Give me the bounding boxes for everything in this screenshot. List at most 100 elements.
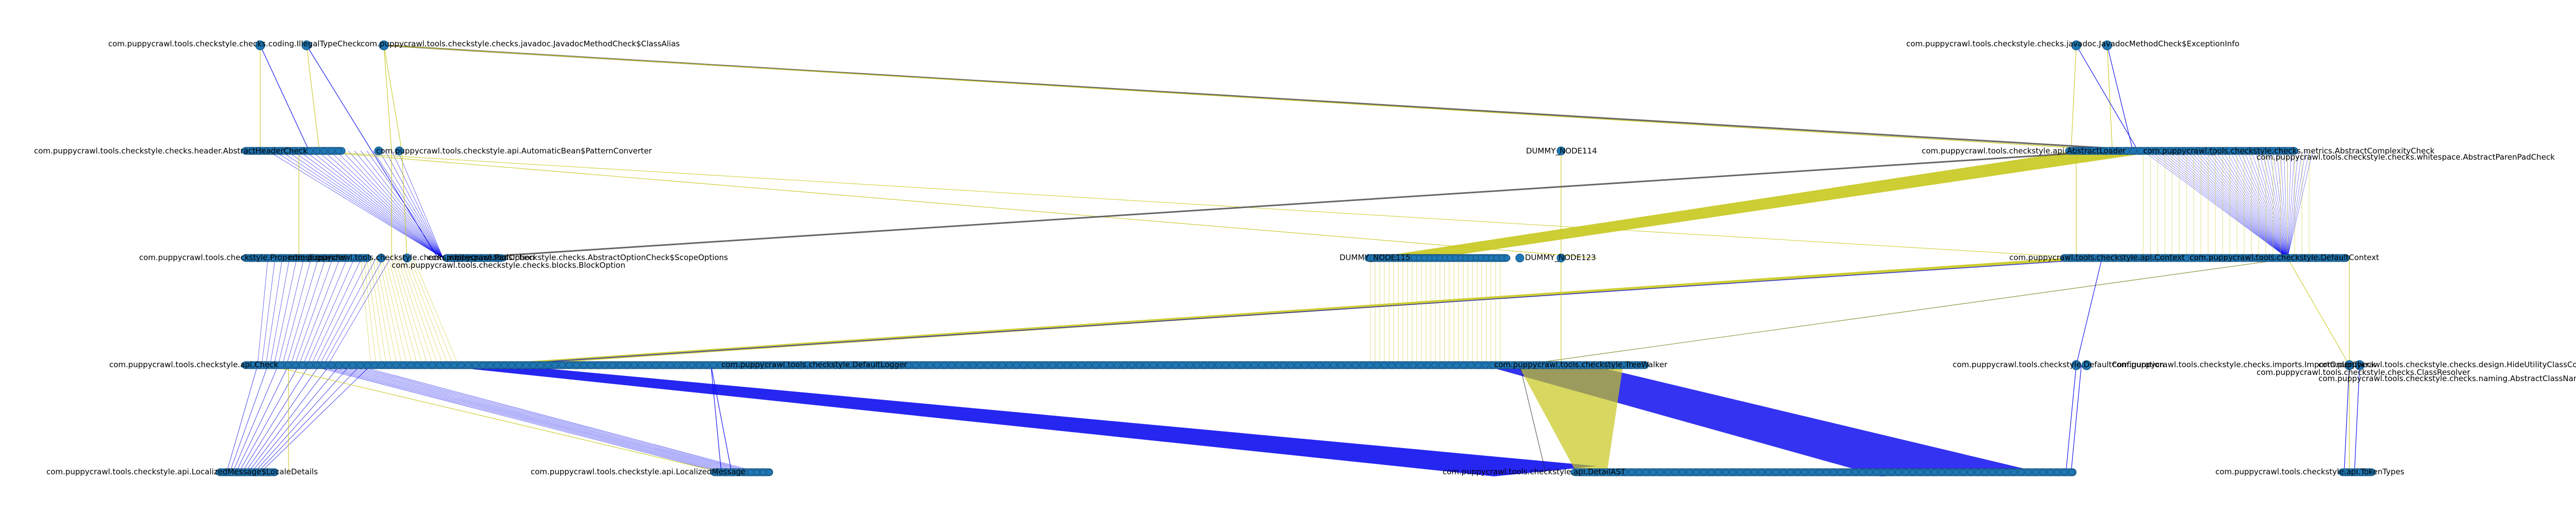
node-label-n4b: com.puppycrawl.tools.checkstyle.DefaultL… [721,360,908,369]
edge-l3-l4-blue [323,258,384,366]
edge-right-l4-l5-blue [2344,365,2350,473]
edge-l3-l4-yellow [388,258,418,366]
edge-right-fan-blue [2236,150,2288,259]
node-band-l3-right-node [2312,254,2319,262]
edge-l1-l2-blue [2107,45,2133,151]
node-band-l4-main-node [1323,362,1330,369]
node-band-l2-left-node [335,147,342,154]
node-band-l4-main-node [984,362,991,369]
node-band-l4-main-node [414,362,421,369]
node-band-l4-main-node [998,362,1006,369]
node-band-l4-main-node [955,362,962,369]
node-band-l3-right-node [2139,254,2146,262]
edge-l2-l3-blue [280,150,444,259]
node-band-l2-right-node [2087,147,2094,154]
node-band-l4-main-node [1612,362,1619,369]
node-band-l5-main-node [1671,469,1679,476]
node-band-l2-right-node [2224,147,2231,154]
node-band-l3-mid-node [464,254,471,262]
node-band-l4-main-node [840,362,847,369]
node-band-l4-main-node [1547,362,1554,369]
node-band-l5-main-node [1844,469,1852,476]
node-band-l2-left-node [241,147,248,154]
node-band-l4-main-node [789,362,796,369]
node-band-l2-right-node [2151,147,2159,154]
node-band-l5-main-node [1787,469,1794,476]
node-label-n5c: com.puppycrawl.tools.checkstyle.api.Deta… [1443,467,1626,476]
node-band-l4-main-node [465,362,472,369]
edge-l2-l3-blue [311,150,444,259]
node-band-l2-right-node [2267,147,2274,154]
edge-l2-l3-blue [298,150,444,259]
node-band-l4-main-node [1568,362,1575,369]
node-band-l4-main-node [501,362,508,369]
node-band-l4-main-node [1337,362,1345,369]
node-band-l3-right-node [2240,254,2247,262]
edge-l3-l4-yellow [382,258,408,366]
node-band-l3-mid-node [478,254,485,262]
edge-right-fan-blue [2276,150,2288,259]
node-band-l4-main-node [1345,362,1352,369]
edge-l4-l5-blue [319,365,730,473]
edge-l3-l4-yellow [376,258,397,366]
node-band-l5-main-node [1830,469,1837,476]
node-band-l4-main-node [472,362,479,369]
node-band-l4-main-node [364,362,371,369]
node-band-l5-main-node [1794,469,1801,476]
node-band-l4-main-node [1460,362,1467,369]
node-band-l4-main-node [991,362,998,369]
node-label-n2f: com.puppycrawl.tools.checkstyle.checks.w… [2257,152,2555,162]
node-band-l3-left-node [342,254,349,262]
node-band-l5-main-node [1859,469,1866,476]
node-band-l4-main-node [1244,362,1251,369]
node-band-l3-left-node [328,254,335,262]
node-band-l4-main-node [760,362,768,369]
edge-l1-l2-blue [2076,45,2139,151]
node-band-l4-main-node [494,362,501,369]
node-band-l4-main-node [457,362,465,369]
node-band-l2-right-node [2202,147,2209,154]
edge-right-fan-blue [2211,150,2288,259]
edge-right-fan-blue [2280,150,2288,259]
node-band-l5-main-node [1686,469,1693,476]
node-band-l3-right-node [2146,254,2154,262]
node-band-l4-main-node [1525,362,1532,369]
node-l2 [395,146,404,156]
edge-l1-l2-yellow [383,45,392,151]
edge-l3-l4-blue [290,258,326,366]
node-band-l4-main-node [1575,362,1583,369]
node-band-l4-main-node [897,362,905,369]
edge-l3-l4-blue [298,258,341,366]
node-band-l5-main-node [2046,469,2054,476]
node-label-n3d: com.puppycrawl.tools.checkstyle.checks.A… [428,253,728,262]
edge-l4-l5-blue [254,365,351,473]
edge-l3-l4-yellow [403,258,444,366]
node-band-l2-right-node [2216,147,2224,154]
node-l2 [374,146,383,156]
node-band-l3-left-node [241,254,248,262]
node-band-l3-right-node [2298,254,2305,262]
node-band-l5-main-node [2003,469,2010,476]
node-band-l3-left-node [320,254,328,262]
edge-l2-l3-blue [274,150,444,259]
edge-right-fan-blue [2247,150,2288,259]
edge-l4-l5-blue [242,365,310,473]
node-dummy115 [1556,253,1566,263]
edge-l4-l5-black [1519,365,1546,473]
node-band-l5-main-node [1880,469,1888,476]
node-band-l5-main-node [1585,469,1592,476]
edge-bundle-yellow-top [1391,147,2138,260]
node-band-l5-main-node [1650,469,1657,476]
node-band-l4-main-node [688,362,696,369]
node-band-l3-mid-node [500,254,507,262]
node-band-l4-main-node [1554,362,1561,369]
node-band-l5-main-node [1772,469,1780,476]
node-band-l5-main-node [1715,469,1722,476]
node-band-l3-right-node [2117,254,2125,262]
node-label-n3e: DUMMY_NODE115 [1340,253,1411,263]
node-band-l5-main-node [1780,469,1787,476]
node-band-l5-main-node [1938,469,1945,476]
node-l1 [379,40,389,50]
node-band-l4-main-node [674,362,681,369]
